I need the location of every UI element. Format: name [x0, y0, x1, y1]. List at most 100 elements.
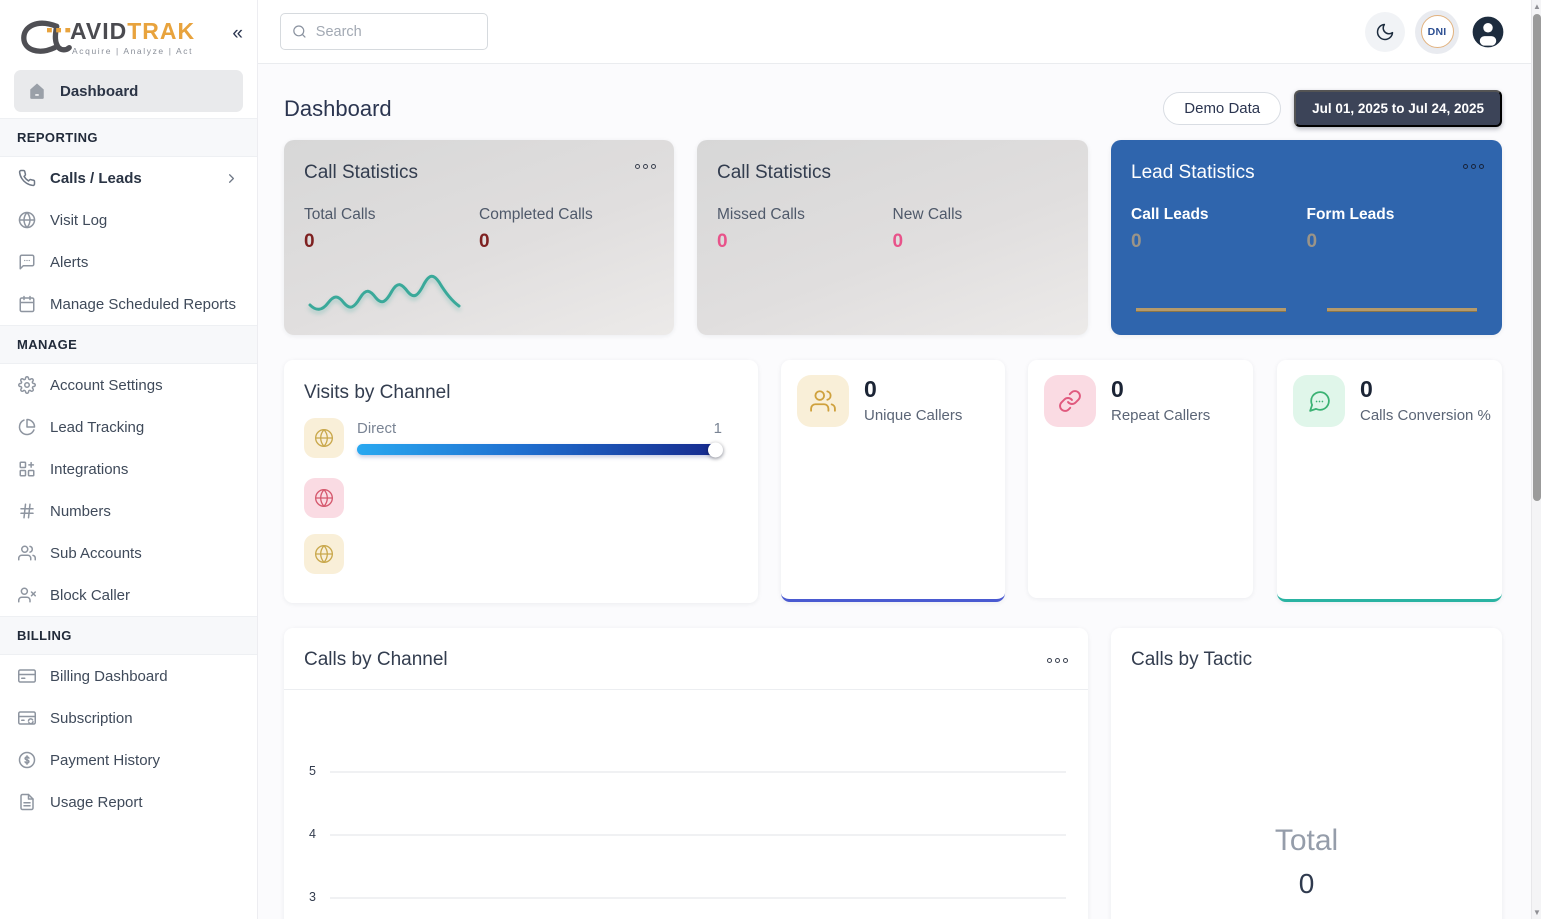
- card-title: Lead Statistics: [1131, 162, 1255, 183]
- sidebar-item-billing-dashboard[interactable]: Billing Dashboard: [0, 655, 257, 697]
- calls-by-channel-card: Calls by Channel 5 4 3: [284, 628, 1088, 919]
- channel-icon-wrap: [304, 418, 344, 458]
- sidebar-item-alerts[interactable]: Alerts: [0, 241, 257, 283]
- card-menu-button[interactable]: [635, 164, 656, 169]
- y-axis-tick: 4: [309, 827, 316, 841]
- stat-label: Calls Conversion %: [1360, 407, 1491, 425]
- dni-badge: DNI: [1420, 15, 1454, 48]
- pie-chart-icon: [18, 418, 36, 436]
- sidebar-item-label: Integrations: [50, 460, 129, 478]
- page-title: Dashboard: [284, 95, 392, 121]
- sidebar-item-visit-log[interactable]: Visit Log: [0, 199, 257, 241]
- card-menu-button[interactable]: [1463, 164, 1484, 169]
- visit-channel-row: [304, 534, 722, 574]
- sidebar-item-sub-accounts[interactable]: Sub Accounts: [0, 532, 257, 574]
- stat-value: 0: [864, 376, 877, 402]
- card-title: Calls by Tactic: [1131, 649, 1253, 670]
- sidebar-item-label: Manage Scheduled Reports: [50, 295, 236, 313]
- chevron-right-icon: [229, 173, 234, 183]
- sidebar-item-payment-history[interactable]: Payment History: [0, 739, 257, 781]
- scrollbar-thumb[interactable]: [1533, 14, 1541, 501]
- calls-conversion-card: 0 Calls Conversion %: [1277, 360, 1502, 602]
- sidebar-item-label: Billing Dashboard: [50, 667, 168, 685]
- metric-label: Completed Calls: [479, 206, 593, 223]
- sidebar-item-label: Block Caller: [50, 586, 131, 604]
- document-icon: [20, 793, 34, 811]
- sidebar-item-label: Subscription: [50, 709, 133, 727]
- lead-statistics-card: Lead Statistics Call Leads 0 Form Leads …: [1111, 140, 1502, 335]
- dni-button[interactable]: DNI: [1415, 9, 1459, 54]
- avidtrak-logo-icon: [21, 20, 74, 54]
- sidebar-item-usage-report[interactable]: Usage Report: [0, 781, 257, 823]
- sidebar-collapse-icon[interactable]: «: [232, 23, 243, 44]
- card-title: Visits by Channel: [304, 382, 451, 403]
- sidebar-item-label: Numbers: [50, 502, 111, 520]
- brand-name-primary: AVID: [70, 18, 128, 44]
- sidebar-item-label: Dashboard: [60, 82, 139, 100]
- scroll-down-arrow[interactable]: ▼: [1533, 908, 1541, 917]
- repeat-callers-card: 0 Repeat Callers: [1028, 360, 1253, 598]
- sidebar-item-calls-leads[interactable]: Calls / Leads: [0, 157, 257, 199]
- scroll-up-arrow[interactable]: ▲: [1533, 2, 1541, 11]
- card-title: Call Statistics: [717, 162, 832, 183]
- stat-icon-wrap: [797, 375, 849, 427]
- grid-plus-icon: [19, 461, 35, 477]
- sidebar-section-reporting: REPORTING: [0, 118, 257, 157]
- lead-underline: [1136, 308, 1286, 311]
- sidebar-item-account-settings[interactable]: Account Settings: [0, 364, 257, 406]
- metric-label: Call Leads: [1131, 206, 1209, 223]
- demo-data-button[interactable]: Demo Data: [1163, 92, 1282, 125]
- channel-value: 1: [713, 420, 722, 437]
- sidebar-item-integrations[interactable]: Integrations: [0, 448, 257, 490]
- page-scrollbar[interactable]: ▲ ▼: [1531, 0, 1541, 919]
- brand-name-accent: TRAK: [127, 18, 196, 44]
- gear-icon: [18, 376, 36, 394]
- sidebar-item-label: Payment History: [50, 751, 161, 769]
- brand-tagline: Acquire | Analyze | Act: [72, 46, 194, 56]
- phone-icon: [18, 169, 36, 187]
- metric-value: 0: [479, 231, 490, 252]
- sidebar-item-dashboard[interactable]: Dashboard: [14, 70, 243, 112]
- sidebar-item-label: Usage Report: [50, 793, 143, 811]
- credit-card-refresh-icon: [18, 711, 36, 725]
- chat-bubble-icon: [19, 254, 35, 270]
- main-area: DNI Dashboard Demo Data Jul 01, 2025 to …: [258, 0, 1531, 919]
- brand-name: AVIDTRAK: [70, 20, 195, 43]
- channel-label: Direct: [357, 420, 397, 437]
- sidebar-item-numbers[interactable]: Numbers: [0, 490, 257, 532]
- metric-value: 0: [304, 231, 315, 252]
- sidebar-item-manage-scheduled-reports[interactable]: Manage Scheduled Reports: [0, 283, 257, 325]
- card-title: Call Statistics: [304, 162, 419, 183]
- metric-value: 0: [892, 231, 904, 252]
- card-menu-button[interactable]: [1047, 657, 1068, 663]
- profile-avatar[interactable]: [1469, 12, 1507, 51]
- progress-knob[interactable]: [708, 442, 723, 457]
- sidebar-item-label: Calls / Leads: [50, 169, 142, 187]
- globe-icon: [18, 211, 36, 229]
- sidebar-item-block-caller[interactable]: Block Caller: [0, 574, 257, 616]
- dark-mode-toggle[interactable]: [1365, 11, 1405, 52]
- search-input[interactable]: [315, 23, 476, 40]
- calls-by-tactic-card: Calls by Tactic Total 0: [1111, 628, 1502, 919]
- calendar-icon: [19, 295, 35, 313]
- channel-icon-wrap: [304, 478, 344, 518]
- unique-callers-card: 0 Unique Callers: [781, 360, 1005, 602]
- chat-conversion-icon: [1308, 390, 1330, 412]
- card-title: Calls by Channel: [304, 649, 448, 670]
- dollar-circle-icon: [18, 751, 36, 769]
- search-box[interactable]: [280, 13, 488, 50]
- sidebar-item-lead-tracking[interactable]: Lead Tracking: [0, 406, 257, 448]
- logo-row: AVIDTRAK Acquire | Analyze | Act «: [0, 0, 257, 68]
- date-range-button[interactable]: Jul 01, 2025 to Jul 24, 2025: [1294, 90, 1502, 127]
- metric-value: 0: [717, 231, 728, 252]
- sidebar-item-subscription[interactable]: Subscription: [0, 697, 257, 739]
- users-icon: [18, 545, 36, 561]
- channel-progress-bar: [357, 442, 723, 457]
- y-axis-tick: 5: [309, 764, 316, 778]
- sidebar-section-billing: BILLING: [0, 616, 257, 655]
- donut-total-label: Total: [1274, 824, 1339, 857]
- credit-card-icon: [18, 669, 36, 683]
- moon-icon: [1376, 23, 1394, 40]
- home-icon: [30, 83, 44, 99]
- metric-label: New Calls: [892, 206, 963, 223]
